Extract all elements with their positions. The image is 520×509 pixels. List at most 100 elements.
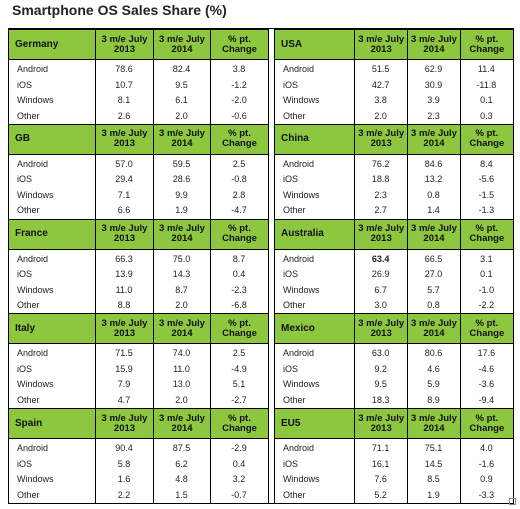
value-cell: 5.9 [427,379,440,390]
os-label: Other [283,205,306,216]
os-label: Android [17,443,49,454]
value-cell: 51.5 [371,64,390,74]
value-cell: 2.0 [175,394,188,405]
os-label: iOS [17,363,33,374]
value-cell: 10.7 [115,79,133,90]
value-cell: 11.0 [173,363,190,374]
os-label: Android [17,348,49,359]
value-cell: 11.0 [115,284,133,295]
value-cell: 2.2 [117,489,131,500]
value-cell: 42.7 [371,79,390,90]
market-header: Mexico 3 m/e July 2013 3 m/e July 2014% pt… [275,313,513,345]
column-divider [95,249,96,314]
value-cell: 5.1 [232,379,246,390]
value-cell: -3.3 [478,489,495,500]
market-name: France [15,228,48,240]
table-row: iOS 13.9 14.3 0.4 [9,267,268,282]
value-cell: 63.0 [371,348,390,359]
table-row: Android 76.2 84.6 8.4 [275,157,513,172]
value-cell: 5.7 [427,284,440,295]
column-divider [210,344,211,409]
os-label: Other [283,110,306,121]
os-label: Windows [283,284,320,295]
value-cell: -0.8 [231,174,247,185]
value-cell: 1.5 [175,489,188,500]
table-row: Windows 3.8 3.9 0.1 [275,93,513,108]
value-cell: 8.8 [117,300,131,311]
value-cell: 3.0 [374,300,387,311]
value-cell: -1.3 [478,205,495,216]
value-cell: 29.4 [115,174,133,185]
value-cell: -1.2 [231,79,247,90]
os-label: Windows [283,379,320,390]
table-row: Other 2.0 2.3 0.3 [275,109,513,124]
table-row: Other 4.7 2.0 -2.7 [9,393,268,408]
os-label: iOS [283,363,299,374]
value-cell: 7.9 [117,379,131,390]
value-cell: 28.6 [172,174,191,185]
value-cell: -6.8 [231,300,247,311]
value-cell: 2.6 [117,110,131,121]
value-cell: -3.6 [478,379,495,390]
value-cell: -1.5 [478,189,495,200]
os-label: Windows [17,474,54,485]
os-label: Android [283,253,315,264]
table-row: Other 2.7 1.4 -1.3 [275,203,513,218]
header-col-change: % pt. Change [459,30,513,59]
header-col-2014: 3 m/e July 2014 [407,124,459,154]
value-cell: 0.8 [427,300,440,311]
table-row: iOS 26.9 27.0 0.1 [275,267,513,282]
value-cell: 82.4 [172,64,191,74]
value-cell: 27.0 [424,269,443,280]
os-label: iOS [17,269,33,280]
market-block-italy: Italy 3 m/e July 2013 3 m/e July 2014% pt.… [9,313,268,409]
sales-share-table: Germany 3 m/e July 2013 3 m/e July 2014% p… [8,28,514,504]
os-label: iOS [283,174,299,185]
value-cell: 2.8 [232,189,246,200]
value-cell: 1.6 [117,474,131,485]
value-cell: 3.8 [374,95,387,105]
value-cell: 26.9 [371,269,390,280]
table-row: iOS 16.1 14.5 -1.6 [275,457,513,472]
value-cell: -0.6 [231,110,247,121]
header-col-2013: 3 m/e July 2013 [95,124,153,154]
column-divider [95,154,96,219]
value-cell: 9.2 [374,363,387,374]
market-header: China 3 m/e July 2013 3 m/e July 2014% pt.… [275,123,513,155]
os-label: iOS [283,269,299,280]
table-row: iOS 42.7 30.9 -11.8 [275,78,513,93]
value-cell: 18.8 [371,174,390,185]
header-col-2013: 3 m/e July 2013 [354,314,407,344]
value-cell: 17.6 [477,348,496,359]
table-row: Android 57.0 59.5 2.5 [9,157,268,172]
table-row: Other 6.6 1.9 -4.7 [9,203,268,218]
value-cell: -11.8 [476,79,497,90]
value-cell: 14.5 [424,458,443,469]
market-name: USA [281,38,303,50]
column-divider [407,249,409,314]
value-cell: 8.9 [427,394,440,405]
table-row: Android 90.4 87.5 -2.9 [9,441,268,456]
market-name: Germany [15,38,59,50]
value-cell: -2.7 [231,394,247,405]
value-cell: 4.0 [480,443,493,454]
market-block-germany: Germany 3 m/e July 2013 3 m/e July 2014% p… [9,29,268,124]
value-cell: 2.0 [374,110,387,121]
value-cell: 3.1 [480,253,493,264]
column-divider [407,344,409,409]
os-label: iOS [283,79,299,90]
market-name: Italy [15,322,36,334]
value-cell: 80.6 [424,348,443,359]
value-cell: 0.9 [480,474,493,485]
value-cell: -4.6 [478,363,495,374]
header-col-2014: 3 m/e July 2014 [407,314,459,344]
os-label: iOS [283,458,299,469]
value-cell: 4.7 [117,394,131,405]
os-label: Android [17,253,49,264]
value-cell: 18.3 [371,394,390,405]
table-row: Other 2.2 1.5 -0.7 [9,488,268,503]
header-col-2014: 3 m/e July 2014 [407,409,459,439]
value-cell: 11.4 [477,64,495,74]
table-row: Windows 1.6 4.8 3.2 [9,472,268,487]
os-label: Other [283,394,306,405]
